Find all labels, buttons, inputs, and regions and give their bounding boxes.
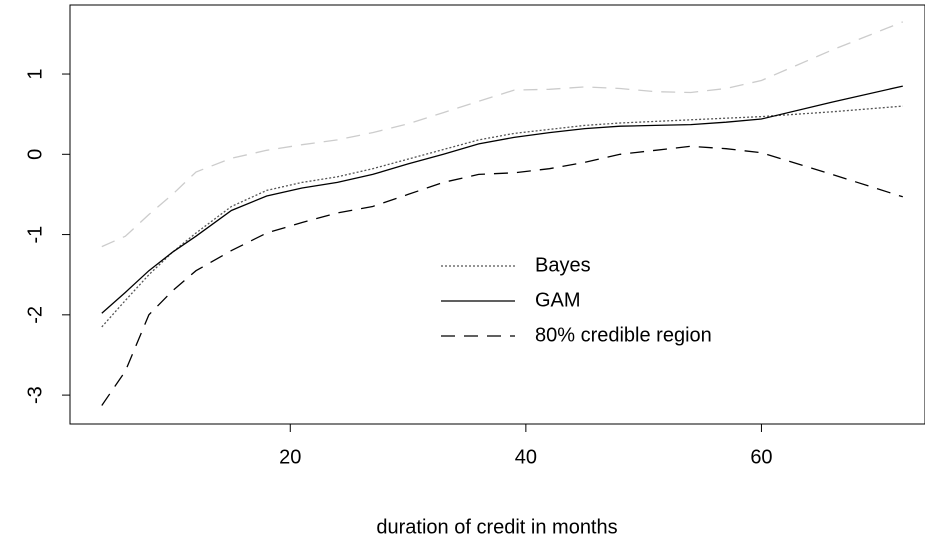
- x-tick-label: 40: [515, 446, 537, 468]
- plot-frame: [69, 4, 925, 425]
- y-tick-label: 0: [24, 149, 46, 160]
- legend-label: Bayes: [535, 254, 591, 276]
- x-axis-label: duration of credit in months: [376, 516, 617, 538]
- legend-label: 80% credible region: [535, 324, 712, 346]
- x-tick-label: 20: [279, 446, 301, 468]
- series-line: [101, 21, 904, 248]
- y-tick-label: -1: [24, 226, 46, 244]
- y-tick-label: 1: [24, 68, 46, 79]
- x-tick-label: 60: [750, 446, 772, 468]
- series-line: [101, 85, 903, 314]
- y-tick-label: -2: [24, 306, 46, 324]
- series-line: [101, 105, 903, 328]
- legend-label: GAM: [535, 289, 581, 311]
- y-tick-label: -3: [24, 386, 46, 404]
- series-line: [101, 145, 903, 406]
